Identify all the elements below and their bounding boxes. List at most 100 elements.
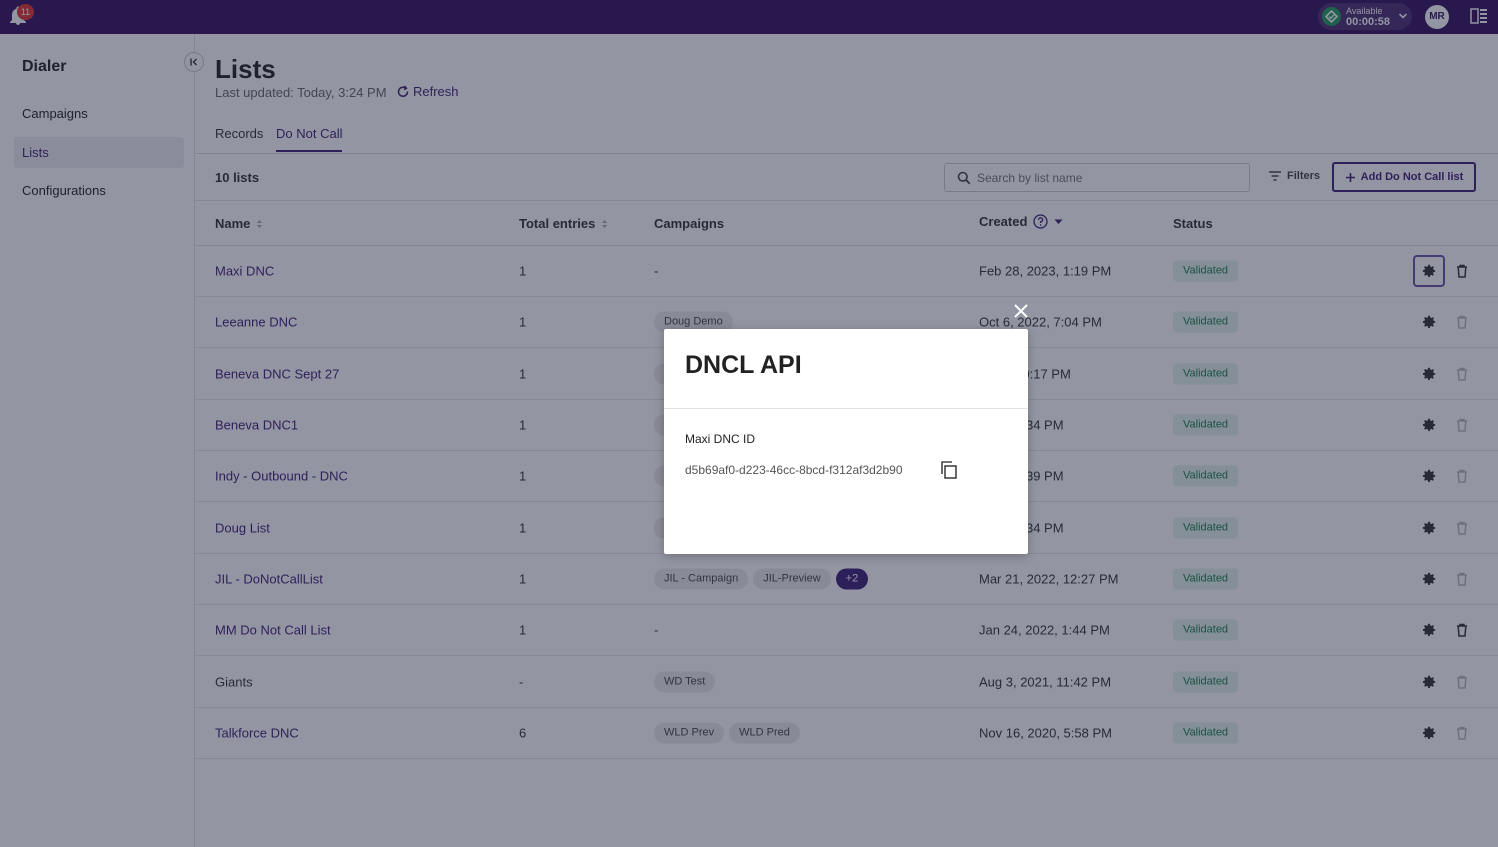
list-name-link[interactable]: Maxi DNC [215, 263, 275, 279]
delete-trash-icon[interactable] [1452, 312, 1472, 332]
list-name-link[interactable]: Beneva DNC Sept 27 [215, 366, 340, 381]
settings-gear-icon[interactable] [1413, 255, 1445, 287]
status-badge: Validated [1173, 260, 1239, 282]
search-input[interactable] [977, 169, 1237, 187]
campaign-chip: WLD Prev [654, 722, 725, 744]
refresh-icon [397, 85, 409, 97]
status-badge: Validated [1173, 671, 1239, 692]
list-name-link[interactable]: Giants [215, 674, 253, 689]
refresh-button[interactable]: Refresh [396, 84, 459, 99]
settings-gear-icon[interactable] [1413, 409, 1445, 441]
close-icon[interactable] [1012, 302, 1030, 320]
total-entries: 1 [519, 263, 527, 279]
more-campaigns-chip[interactable]: +2 [835, 568, 869, 590]
settings-gear-icon[interactable] [1413, 563, 1445, 595]
sort-icon [602, 219, 608, 228]
plus-icon [1345, 172, 1355, 182]
column-total-header[interactable]: Total entries [519, 216, 608, 231]
campaign-chip: JIL - Campaign [654, 568, 749, 590]
column-name-label: Name [215, 216, 251, 231]
page-title: Lists [215, 54, 276, 84]
table-row: Giants - WD Test Aug 3, 2021, 11:42 PM Valid… [195, 656, 1498, 708]
column-created-header[interactable]: Created [979, 214, 1063, 229]
sort-icon [257, 219, 263, 228]
sidebar-item-campaigns[interactable]: Campaigns [22, 106, 88, 121]
status-cell: Validated [1173, 414, 1239, 436]
campaign-chip: Doug Demo [654, 311, 733, 333]
campaigns-cell: - [654, 623, 658, 638]
column-name-header[interactable]: Name [215, 216, 263, 231]
delete-trash-icon[interactable] [1452, 415, 1472, 435]
settings-gear-icon[interactable] [1413, 614, 1445, 646]
column-status-header: Status [1173, 216, 1213, 231]
settings-gear-icon[interactable] [1413, 666, 1445, 698]
created-date: Jan 24, 2022, 1:44 PM [979, 622, 1110, 638]
dncl-api-modal: DNCL API Maxi DNC ID d5b69af0-d223-46cc-… [664, 329, 1028, 554]
settings-gear-icon[interactable] [1413, 306, 1445, 338]
tab-do-not-call[interactable]: Do Not Call [276, 126, 343, 152]
status-badge: Validated [1173, 568, 1239, 590]
add-list-label: Add Do Not Call list [1360, 171, 1464, 183]
list-name-link[interactable]: MM Do Not Call List [215, 622, 331, 638]
total-entries: 1 [519, 468, 527, 484]
delete-trash-icon[interactable] [1452, 569, 1472, 589]
sort-descending-icon [1054, 219, 1063, 224]
settings-gear-icon[interactable] [1413, 460, 1445, 492]
delete-trash-icon[interactable] [1452, 261, 1472, 281]
created-date: Nov 16, 2020, 5:58 PM [979, 725, 1112, 741]
delete-trash-icon[interactable] [1452, 466, 1472, 486]
notification-count-badge: 11 [17, 4, 34, 20]
settings-gear-icon[interactable] [1413, 358, 1445, 390]
delete-trash-icon[interactable] [1452, 672, 1472, 692]
status-cell: Validated [1173, 619, 1239, 641]
table-header: Name Total entries Campaigns Created Sta… [195, 200, 1498, 246]
status-badge: Validated [1173, 465, 1239, 487]
search-box[interactable] [944, 163, 1250, 192]
help-icon[interactable] [1033, 214, 1049, 229]
campaigns-cell: Doug Demo [654, 311, 733, 333]
top-bar: 11 Available 00:00:58 MR [0, 0, 1498, 34]
list-name-link[interactable]: Indy - Outbound - DNC [215, 468, 348, 484]
list-id-label: Maxi DNC ID [685, 432, 756, 446]
filters-button[interactable]: Filters [1268, 170, 1320, 182]
list-name-link[interactable]: Beneva DNC1 [215, 417, 299, 433]
total-entries: 1 [519, 571, 527, 587]
column-status-label: Status [1173, 216, 1213, 231]
table-row: JIL - DoNotCallList 1 JIL - Campaign JIL-Pr… [195, 554, 1498, 605]
modal-divider [664, 408, 1028, 409]
campaigns-cell: WLD Prev WLD Pred [654, 722, 800, 744]
delete-trash-icon[interactable] [1452, 723, 1472, 743]
add-do-not-call-list-button[interactable]: Add Do Not Call list [1332, 162, 1476, 192]
created-date: Mar 21, 2022, 12:27 PM [979, 571, 1119, 587]
delete-trash-icon[interactable] [1452, 620, 1472, 640]
settings-gear-icon[interactable] [1413, 512, 1445, 544]
status-cell: Validated [1173, 722, 1239, 744]
list-name-link[interactable]: Talkforce DNC [215, 725, 299, 741]
side-panel-icon[interactable] [1470, 8, 1488, 24]
available-status-icon [1322, 7, 1341, 26]
user-avatar[interactable]: MR [1425, 5, 1449, 29]
availability-status-dropdown[interactable]: Available 00:00:58 [1318, 3, 1412, 30]
list-name-link[interactable]: Leeanne DNC [215, 314, 298, 330]
status-badge: Validated [1173, 363, 1239, 384]
delete-trash-icon[interactable] [1452, 364, 1472, 384]
created-date: Feb 28, 2023, 1:19 PM [979, 263, 1112, 279]
tab-records[interactable]: Records [215, 126, 264, 141]
settings-gear-icon[interactable] [1413, 717, 1445, 749]
filter-icon [1269, 171, 1281, 181]
campaign-chip: WLD Pred [729, 722, 800, 744]
tab-bar: Records Do Not Call [195, 124, 1498, 154]
list-name-link[interactable]: Doug List [215, 520, 270, 535]
copy-icon[interactable] [938, 459, 960, 481]
list-name-link[interactable]: JIL - DoNotCallList [215, 571, 323, 587]
collapse-sidebar-button[interactable] [184, 52, 204, 72]
delete-trash-icon[interactable] [1452, 518, 1472, 538]
total-entries: 1 [519, 622, 527, 638]
list-count: 10 lists [215, 170, 260, 185]
status-cell: Validated [1173, 671, 1239, 692]
sidebar-item-configurations[interactable]: Configurations [22, 183, 106, 198]
table-row: Maxi DNC 1 - Feb 28, 2023, 1:19 PM Validated [195, 246, 1498, 297]
table-row: MM Do Not Call List 1 - Jan 24, 2022, 1:44 … [195, 605, 1498, 656]
status-badge: Validated [1173, 619, 1239, 641]
sidebar-item-lists[interactable]: Lists [14, 137, 184, 168]
